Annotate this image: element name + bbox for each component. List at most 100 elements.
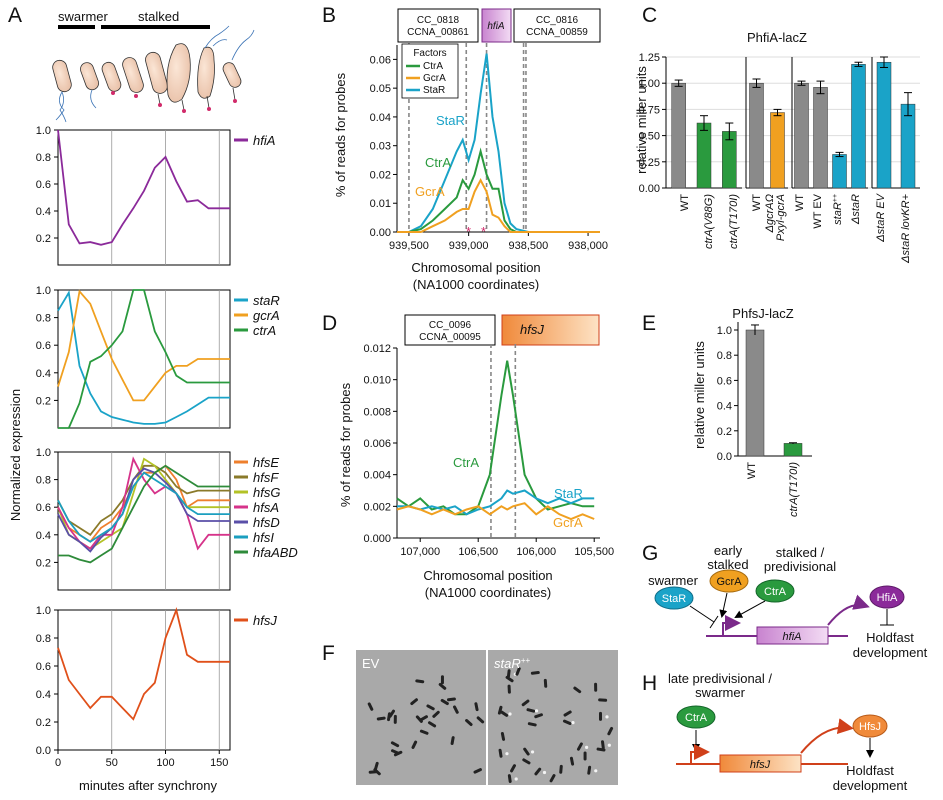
micrograph-star-label: staR++ [494, 656, 530, 671]
cell-icon [426, 704, 435, 711]
panel-c-category-label: WT [751, 194, 763, 211]
cell-icon [506, 669, 511, 679]
panel-c-ytick-label: 1.00 [639, 78, 660, 90]
legend-label-hfsF: hfsF [253, 470, 279, 485]
legend-gcra-label: GcrA [423, 73, 446, 84]
panel-e-title: PhfsJ-lacZ [732, 306, 793, 321]
panel-b-xtick-label: 938,000 [568, 240, 608, 252]
cell-icon [440, 698, 449, 706]
panel-b-letter: B [322, 4, 336, 27]
line-d-StaR [397, 489, 595, 516]
panel-e: E PhfsJ-lacZ relative miller units 1.0 0.… [642, 306, 812, 517]
panel-b-xtick-label: 939,500 [389, 240, 429, 252]
promoter-hfia-icon [722, 615, 741, 636]
label-late-1: late predivisional / [668, 671, 772, 686]
cell-icon [534, 767, 542, 776]
panel-b-ytick-label: 0.05 [370, 83, 391, 95]
panel-e-category-label: ctrA(T170I) [788, 462, 800, 517]
panel-a-ytick-label: 0.2 [36, 233, 51, 245]
panel-e-plot: 1.0 0.8 0.6 0.4 0.2 0.0 WT ctrA(T170I) [717, 322, 812, 517]
swarmer-label: swarmer [58, 9, 109, 24]
cell-swarmer-2-icon [80, 62, 99, 109]
panel-a-xtick-label: 100 [156, 757, 174, 769]
panel-g: G early stalked stalked / predivisional … [642, 542, 928, 660]
panel-d-ytick-label: 0.004 [363, 470, 391, 482]
gene-hfsj-h-label: hfsJ [750, 759, 771, 771]
cell-stalked-1-icon [101, 61, 122, 95]
cell-icon [505, 675, 514, 683]
panel-d: D CC_0096 CCNA_00095 hfsJ % of reads for… [322, 312, 614, 600]
cell-icon [583, 751, 587, 761]
panel-f: F EV staR++ [322, 642, 618, 785]
line-hfaABD [58, 464, 230, 564]
panel-a-ytick-label: 0.4 [36, 689, 51, 701]
repression-star [689, 605, 715, 623]
line-staR [57, 290, 230, 425]
label-ctra-d: CtrA [453, 455, 479, 470]
cell-icon [428, 721, 437, 728]
gene-hfsj-label: hfsJ [520, 322, 544, 337]
cell-icon [498, 748, 503, 758]
panel-e-ytick-label: 1.0 [717, 325, 732, 337]
panel-c-ytick-label: 0.00 [639, 183, 660, 195]
cell-icon [515, 667, 521, 676]
line-d-CtrA [396, 360, 595, 516]
panel-a-ytick-label: 0.8 [36, 475, 51, 487]
bar-e-0 [745, 329, 765, 457]
panel-b: B CC_0818 CCNA_00861 hfiA CC_0816 CCNA_0… [322, 4, 608, 292]
panel-d-ytick-label: 0.006 [363, 438, 391, 450]
label-gcra-b: GcrA [415, 184, 445, 199]
cell-icon [440, 675, 444, 685]
legend-ctra-label: CtrA [423, 61, 443, 72]
star-protein-node [654, 586, 694, 610]
cell-icon [562, 719, 572, 725]
cell-dividing-icon [197, 25, 230, 111]
legend-label-ctrA: ctrA [253, 323, 276, 338]
panel-a-ytick-label: 0.8 [36, 152, 51, 164]
label-star-b: StaR [436, 113, 465, 128]
cell-icon [473, 768, 482, 774]
gene-box-hfsj [501, 314, 600, 346]
cell-icon [559, 764, 563, 774]
cell-icon [523, 747, 530, 756]
panel-d-ytick-label: 0.012 [363, 343, 391, 355]
cell-icon [507, 684, 511, 694]
expression-arrow-hfia [827, 594, 870, 626]
expression-arrow-hfsj [800, 718, 854, 754]
line-hfiA [57, 129, 230, 246]
gene-hfia-g [756, 626, 829, 645]
panel-d-ytick-label: 0.000 [363, 533, 391, 545]
gene-box-cc0096 [404, 314, 496, 346]
panel-b-ylabel: % of reads for probes [333, 72, 348, 197]
panel-c-ytick-label: 0.50 [639, 131, 660, 143]
line-hfsD [57, 467, 230, 553]
gene-hfia-g-label: hfiA [783, 631, 802, 643]
panel-c-ytick-label: 0.25 [639, 157, 660, 169]
legend-label-hfsJ: hfsJ [253, 613, 277, 628]
cell-icon [598, 698, 608, 702]
panel-c-category-label: Pxyl-gcrA [775, 194, 787, 241]
panel-c-category-label: ΔstaR [850, 194, 862, 225]
panel-a-frame-0 [57, 129, 231, 266]
panel-e-ylabel: relative miller units [692, 341, 707, 449]
holdfast-label-g-1: Holdfast [866, 630, 914, 645]
panel-c-category-label: ctrA(V88G) [703, 194, 715, 249]
promoter-hfsj-icon [690, 744, 710, 764]
cell-icon [419, 729, 429, 735]
holdfast-label-h-1: Holdfast [846, 763, 894, 778]
panel-d-xlabel-1: Chromosomal position [423, 568, 552, 583]
panel-a-ytick-label: 0.8 [36, 313, 51, 325]
panel-a-ytick-label: 1.0 [36, 605, 51, 617]
cell-cycle-cartoon [52, 25, 255, 123]
halo-icon [505, 752, 509, 756]
cell-icon [390, 741, 400, 748]
label-star-d: StaR [554, 486, 583, 501]
panel-c-category-label: ΔstaR EV [875, 192, 887, 242]
cell-daughter-icon [222, 29, 255, 103]
cell-icon [415, 715, 423, 723]
line-d-GcrA [396, 502, 595, 521]
panel-e-ytick-label: 0.2 [717, 426, 732, 438]
holdfast-label-g-2: development [853, 645, 928, 660]
